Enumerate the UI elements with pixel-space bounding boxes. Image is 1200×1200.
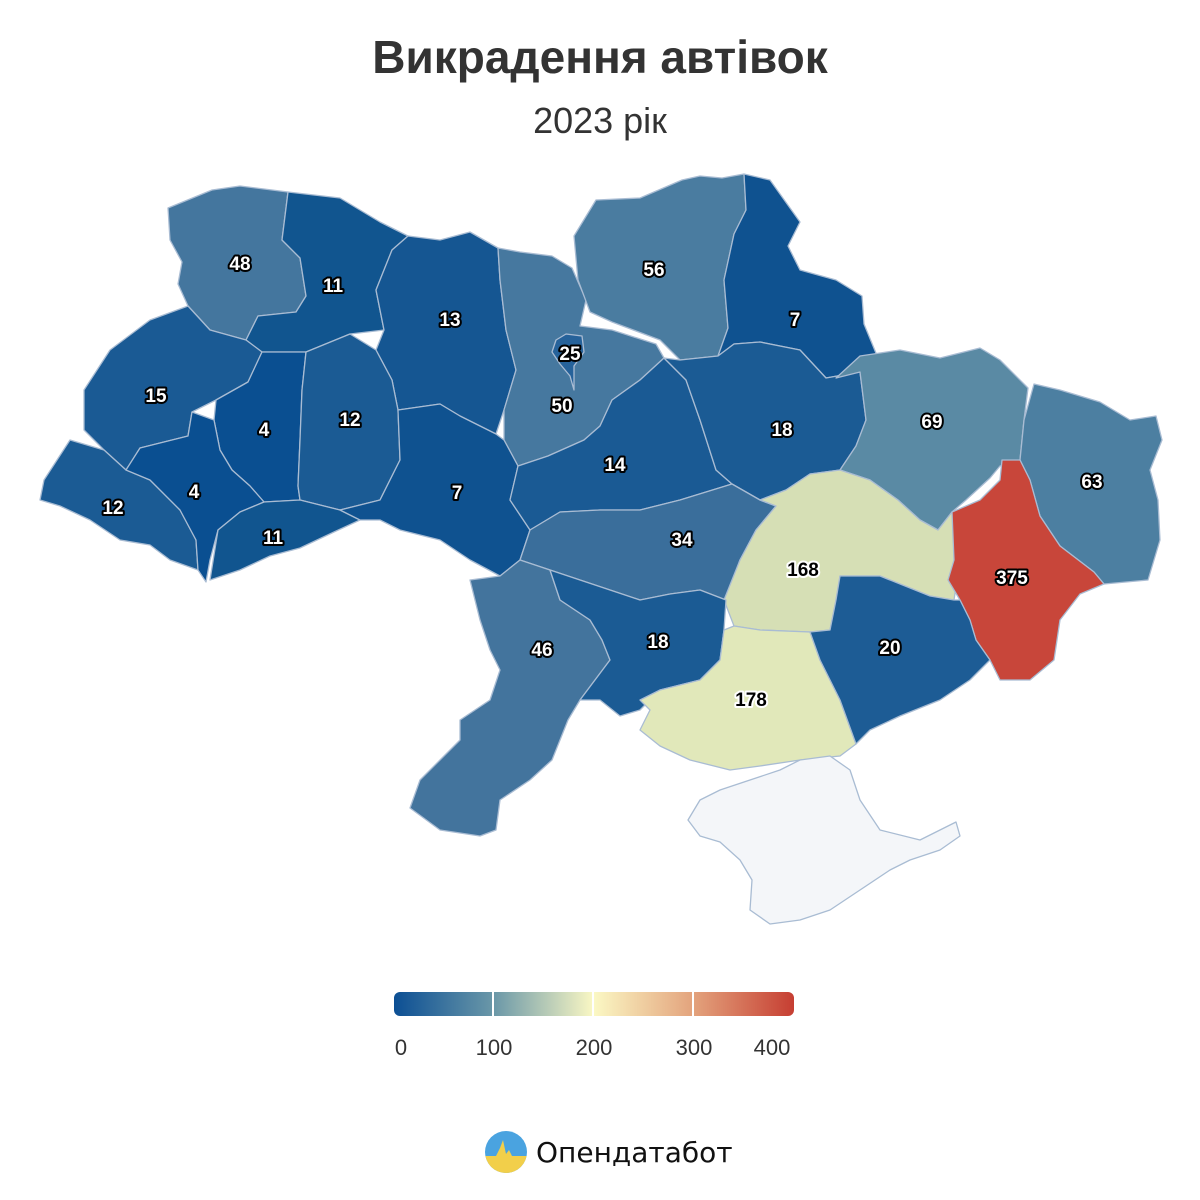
legend-separator <box>592 992 594 1016</box>
region-kharkiv[interactable] <box>835 347 1029 531</box>
label-lviv: 15 <box>145 386 167 407</box>
region-zaporizhzhia[interactable] <box>809 575 991 745</box>
legend-gradient-bar <box>394 992 794 1016</box>
label-rivne: 11 <box>323 276 344 297</box>
label-zaporizhzhia: 20 <box>879 638 900 659</box>
legend-tick-300: 300 <box>675 1035 713 1060</box>
chart-title: Викрадення автівок <box>372 31 828 83</box>
label-kherson: 178 <box>735 690 767 711</box>
label-odesa: 46 <box>531 640 552 661</box>
label-cherkasy: 14 <box>604 455 626 476</box>
legend-separator <box>692 992 694 1016</box>
ukraine-map: 48 11 13 50 25 56 7 15 4 12 12 4 11 7 14… <box>39 173 1163 925</box>
label-luhansk: 63 <box>1081 472 1102 493</box>
label-zhytomyr: 13 <box>439 310 460 331</box>
legend-tick-100: 100 <box>475 1035 513 1060</box>
legend-tick-0: 0 <box>394 1035 408 1060</box>
color-legend <box>394 992 794 1016</box>
label-donetsk: 375 <box>996 568 1028 589</box>
region-chernivtsi[interactable] <box>209 499 361 581</box>
legend-tick-200: 200 <box>575 1035 613 1060</box>
region-donetsk[interactable] <box>947 459 1105 681</box>
label-poltava: 18 <box>771 420 792 441</box>
label-ternopil: 4 <box>259 420 270 441</box>
brand-name: Опендатабот <box>536 1135 733 1169</box>
region-crimea <box>687 755 961 925</box>
label-kyiv-city: 25 <box>559 344 581 365</box>
brand-logo: Опендатабот <box>484 1130 733 1174</box>
label-dnipropetrovsk: 168 <box>787 560 819 581</box>
label-sumy: 7 <box>790 310 801 331</box>
label-kirovohrad: 34 <box>671 530 693 551</box>
label-chernihiv: 56 <box>643 260 664 281</box>
legend-tick-400: 400 <box>753 1035 791 1060</box>
chart-subtitle: 2023 рік <box>533 100 667 141</box>
label-kharkiv: 69 <box>921 412 942 433</box>
legend-separator <box>492 992 494 1016</box>
label-vinnytsia: 7 <box>452 483 463 504</box>
label-kyiv-oblast: 50 <box>551 396 572 417</box>
label-zakarpattia: 12 <box>102 498 123 519</box>
label-chernivtsi: 11 <box>263 528 284 549</box>
opendatabot-logo-icon <box>485 1131 527 1173</box>
label-ivano-frankivsk: 4 <box>189 482 200 503</box>
label-khmelnytskyi: 12 <box>339 410 360 431</box>
label-mykolaiv: 18 <box>647 632 668 653</box>
region-kyiv-city[interactable] <box>551 333 585 391</box>
label-volyn: 48 <box>229 254 250 275</box>
